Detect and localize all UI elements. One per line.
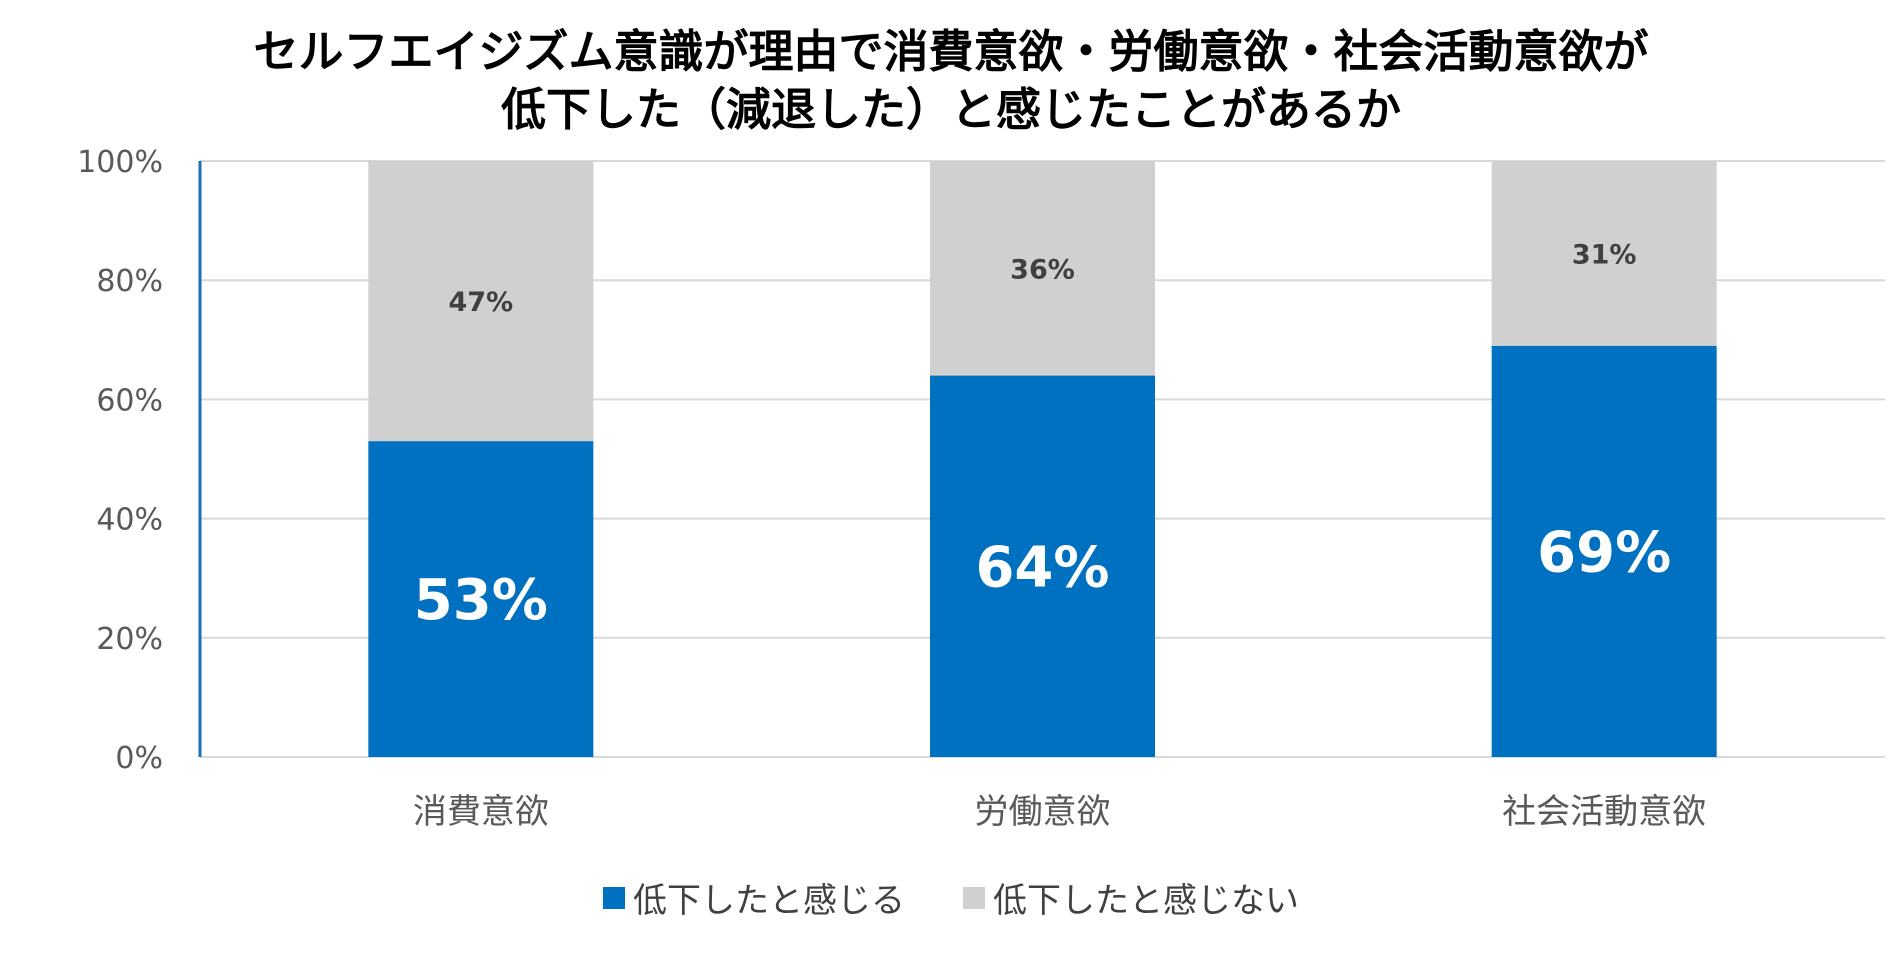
chart-title-line-2: 低下した（減退した）と感じたことがあるか [500,83,1401,136]
legend-label-decreased: 低下したと感じる [633,881,905,921]
bar-decreased [1491,345,1717,757]
legend-label-not-decreased: 低下したと感じない [993,881,1299,921]
y-tick-label: 80% [96,264,163,299]
data-label-decreased: 53% [414,568,548,633]
x-category-label: 消費意欲 [413,792,549,832]
bar-decreased [368,441,594,757]
bar-not-decreased [368,161,594,442]
chart-title-line-1: セルフエイジズム意識が理由で消費意欲・労働意欲・社会活動意欲が [253,25,1649,78]
bar-decreased [930,375,1155,757]
legend-swatch-not-decreased [963,886,985,909]
y-tick-label: 100% [77,145,163,180]
y-tick-label: 0% [115,741,163,776]
y-tick-label: 20% [96,622,163,657]
bar-not-decreased [1491,161,1717,346]
x-category-label: 労働意欲 [975,792,1111,832]
bar-not-decreased [930,161,1155,376]
legend-item-decreased: 低下したと感じる [603,873,905,922]
legend-item-not-decreased: 低下したと感じない [963,873,1299,922]
legend-swatch-decreased [603,886,625,909]
y-tick-label: 40% [96,503,163,538]
data-label-not-decreased: 36% [1010,254,1075,285]
data-label-decreased: 69% [1537,520,1671,585]
x-category-label: 社会活動意欲 [1502,792,1706,832]
data-label-not-decreased: 47% [449,287,514,318]
data-label-not-decreased: 31% [1572,239,1637,270]
y-tick-label: 60% [96,383,163,418]
chart-legend: 低下したと感じる 低下したと感じない [0,873,1902,922]
data-label-decreased: 64% [975,535,1109,600]
